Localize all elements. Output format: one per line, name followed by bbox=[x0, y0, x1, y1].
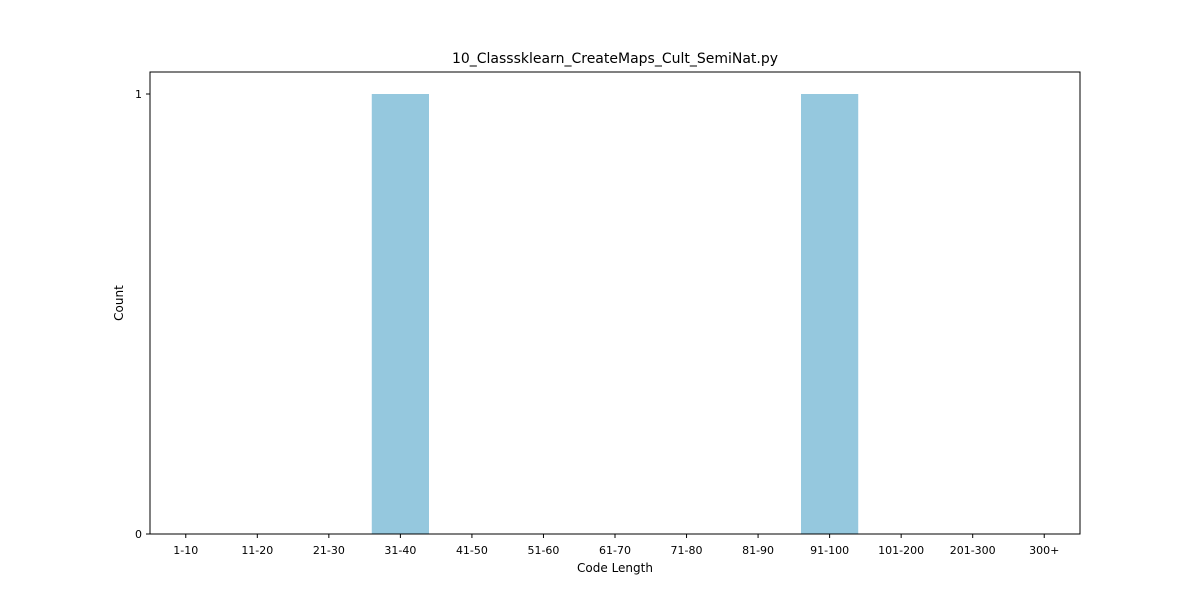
bar-91-100 bbox=[801, 94, 859, 534]
x-axis-label: Code Length bbox=[577, 561, 653, 575]
y-tick-label: 1 bbox=[135, 88, 142, 101]
x-tick-label: 81-90 bbox=[742, 544, 774, 557]
x-tick-label: 300+ bbox=[1029, 544, 1059, 557]
y-axis-label: Count bbox=[112, 285, 126, 321]
x-axis-ticks: 1-10 11-20 21-30 31-40 41-50 51-60 61-70 71-80 8… bbox=[173, 534, 1059, 557]
y-tick-label: 0 bbox=[135, 528, 142, 541]
x-tick-label: 91-100 bbox=[810, 544, 849, 557]
x-tick-label: 31-40 bbox=[384, 544, 416, 557]
x-tick-label: 201-300 bbox=[950, 544, 996, 557]
bars-group bbox=[371, 94, 859, 534]
y-axis-ticks: 01 bbox=[135, 88, 150, 541]
x-tick-label: 101-200 bbox=[878, 544, 924, 557]
x-tick-label: 21-30 bbox=[313, 544, 345, 557]
x-tick-label: 51-60 bbox=[527, 544, 559, 557]
x-tick-label: 41-50 bbox=[456, 544, 488, 557]
chart-title: 10_Classsklearn_CreateMaps_Cult_SemiNat.… bbox=[452, 51, 778, 67]
x-tick-label: 1-10 bbox=[173, 544, 198, 557]
plot-frame bbox=[149, 71, 1081, 535]
x-tick-label: 71-80 bbox=[671, 544, 703, 557]
bar-31-40 bbox=[371, 94, 429, 534]
x-tick-label: 61-70 bbox=[599, 544, 631, 557]
x-tick-label: 11-20 bbox=[241, 544, 273, 557]
